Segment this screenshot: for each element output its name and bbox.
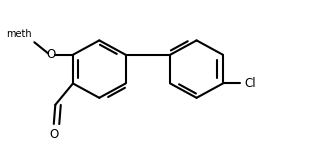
Text: O: O: [49, 128, 58, 141]
Text: Cl: Cl: [244, 77, 256, 90]
Text: O: O: [46, 48, 56, 61]
Text: meth: meth: [6, 28, 31, 39]
